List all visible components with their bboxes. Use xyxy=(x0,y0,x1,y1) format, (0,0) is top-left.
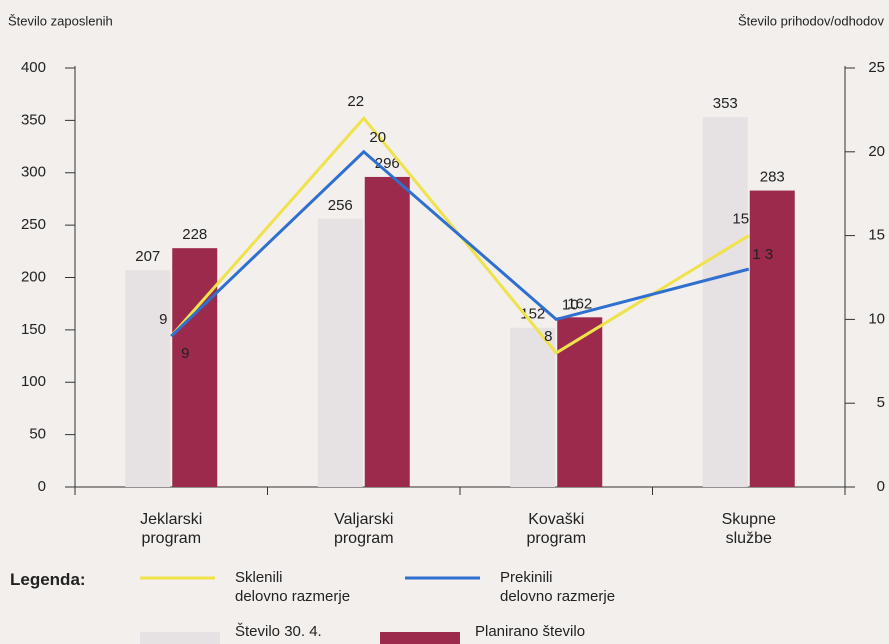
y2-tick-label: 10 xyxy=(868,310,885,327)
y2-axis-title: Število prihodov/odhodov xyxy=(738,13,884,28)
line-value-label: 1 3 xyxy=(752,246,773,263)
legend-swatch xyxy=(380,632,460,644)
y-tick-label: 250 xyxy=(21,216,46,233)
line-series xyxy=(170,149,750,338)
line-value-label: 22 xyxy=(347,93,364,110)
line-value-label: 20 xyxy=(369,129,386,146)
line-value-label: 9 xyxy=(159,311,167,328)
y2-tick-label: 15 xyxy=(868,227,885,244)
bar-value-label: 207 xyxy=(135,248,160,265)
y-tick-label: 350 xyxy=(21,111,46,128)
bar xyxy=(364,176,410,487)
y-axis-title: Število zaposlenih xyxy=(8,13,113,28)
bar-value-label: 353 xyxy=(713,95,738,112)
line-value-label: 9 xyxy=(181,345,189,362)
x-tick-label: Skupne službe xyxy=(721,511,776,547)
legend-label: Sklenili delovno razmerje xyxy=(235,569,351,605)
bar xyxy=(172,248,218,487)
y-tick-label: 50 xyxy=(29,426,46,443)
y-tick-label: 300 xyxy=(21,164,46,181)
bar-value-label: 228 xyxy=(182,226,207,243)
bar xyxy=(510,327,556,487)
y2-tick-label: 5 xyxy=(877,394,885,411)
bar-value-label: 283 xyxy=(760,169,785,186)
legend-label: Prekinili delovno razmerje xyxy=(500,569,616,605)
line-value-label: 10 xyxy=(562,296,579,313)
bar xyxy=(749,190,795,487)
bar xyxy=(125,270,171,487)
y2-tick-label: 25 xyxy=(868,59,885,76)
line-value-label: 8 xyxy=(544,328,552,345)
x-tick-label: Jeklarski program xyxy=(140,511,203,547)
y-tick-label: 150 xyxy=(21,321,46,338)
legend-label: Število 30. 4. xyxy=(235,623,322,640)
legend-swatch xyxy=(140,632,220,644)
y-tick-label: 400 xyxy=(21,59,46,76)
bar-value-label: 256 xyxy=(328,197,353,214)
y2-tick-label: 20 xyxy=(868,143,885,160)
bar-value-label: 162 xyxy=(567,295,592,312)
y2-tick-label: 0 xyxy=(877,478,885,495)
bar xyxy=(317,218,363,487)
y-tick-label: 0 xyxy=(38,478,46,495)
y-tick-label: 200 xyxy=(21,268,46,285)
bar xyxy=(702,117,748,488)
legend-title: Legenda: xyxy=(10,570,86,589)
bar xyxy=(557,317,603,487)
line-value-label: 15 xyxy=(732,211,749,228)
x-tick-label: Valjarski program xyxy=(333,511,394,547)
y-tick-label: 100 xyxy=(21,373,46,390)
x-tick-label: Kovaški program xyxy=(526,511,587,547)
legend-label: Planirano število xyxy=(475,623,586,640)
